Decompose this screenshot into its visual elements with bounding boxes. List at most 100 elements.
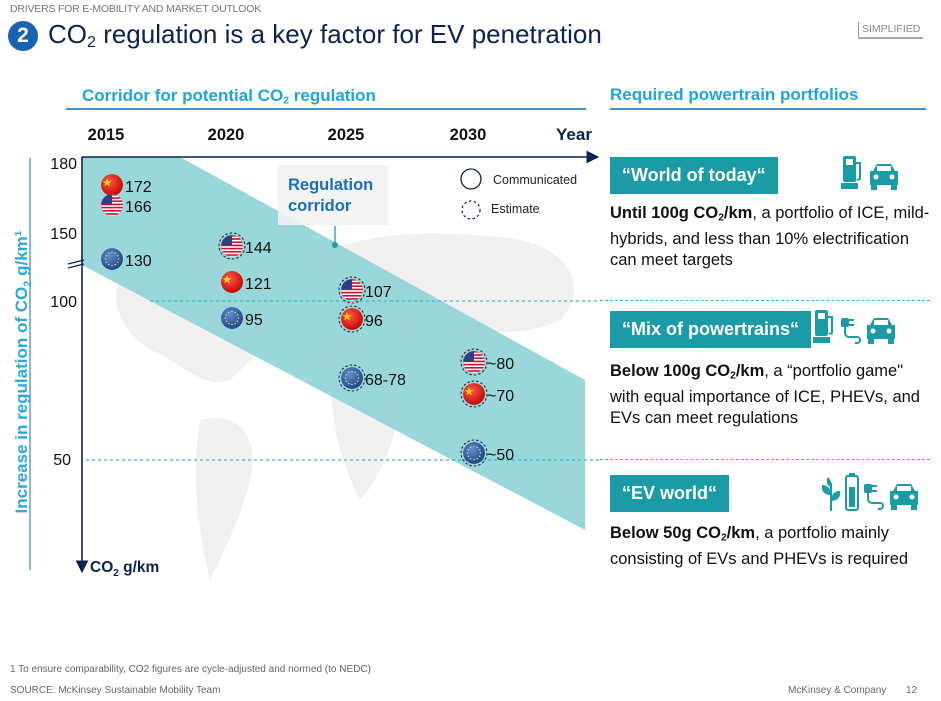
data-label: ~50 [487,447,514,464]
data-label: 96 [365,313,383,330]
page-number: 12 [906,685,918,696]
car-icon [867,161,901,196]
corridor-label: Regulation corridor [288,176,373,215]
data-label: 121 [245,276,272,293]
y-tick-label: 50 [53,452,71,469]
eu-flag-icon [341,367,363,389]
data-label: 107 [365,284,392,301]
y-tick-label: 150 [50,226,77,243]
threshold-subscript: 2 [718,212,724,224]
portfolio-icons [840,155,901,196]
legend-estimate-icon [461,200,481,220]
company-name: McKinsey & Company [788,685,887,696]
heading-part: Corridor for potential CO [82,86,284,105]
portfolio-title-2: “Mix of powertrains“ [610,311,812,348]
fuel-pump-icon [812,309,836,350]
threshold-part: Below 100g CO [610,362,731,380]
eu-flag-icon [463,442,485,464]
threshold: Below 100g CO2/km [610,362,765,382]
estimate-marker [218,232,246,260]
legend-estimate-label: Estimate [491,202,540,216]
data-label: ~80 [487,356,514,373]
x-axis-label: Year [556,125,592,144]
right-heading: Required powertrain portfolios [610,85,859,104]
threshold: Until 100g CO2/km [610,204,753,224]
data-label: ~70 [487,388,514,405]
right-divider-100 [600,300,930,301]
car-icon [864,315,898,350]
y-tick-label: 100 [50,294,77,311]
description-text: , a portfolio mainly consisting of EVs a… [610,524,909,569]
battery-icon [845,473,859,516]
x-tick-label: 2015 [88,126,125,144]
portfolio-title-1: “World of today“ [610,157,778,194]
y-axis-break [67,259,85,269]
portfolio-description-2: Below 100g CO2/km, a “portfolio game" wi… [610,361,935,428]
title-part: CO [48,19,87,49]
data-label: 166 [125,199,152,216]
data-point-usa: 144 [218,232,272,260]
portfolio-icons [820,473,921,516]
data-label: 68-78 [365,372,406,389]
threshold-subscript: 2 [720,532,727,544]
threshold-part: /km [726,524,756,542]
portfolio-title-3: “EV world“ [610,475,730,512]
plug-icon [839,315,861,350]
china-flag-icon [341,308,363,330]
data-point-eu: ~50 [460,439,514,467]
usa-flag-icon [463,351,485,373]
chart-heading: Corridor for potential CO2 regulation [82,86,376,107]
portfolio-description-3: Below 50g CO2/km, a portfolio mainly con… [610,523,935,570]
description-text: , a portfolio of ICE, mild-hybrids, and … [610,204,930,269]
corridor-label-pointer-dot [332,242,338,248]
title-subscript: 2 [87,33,96,52]
data-point-china: 96 [338,305,383,333]
x-tick-label: 2025 [328,126,365,144]
simplified-badge: SIMPLIFIED [858,22,924,39]
slide-number-badge: 2 [8,21,38,51]
portfolio-description-1: Until 100g CO2/km, a portfolio of ICE, m… [610,203,935,270]
regulation-corridor-band [82,157,585,530]
threshold-subscript: 2 [730,370,736,382]
eu-flag-icon [101,248,123,270]
data-point-eu: 95 [221,307,263,329]
portfolio-icons [812,309,898,350]
usa-flag-icon [101,194,123,216]
data-point-eu: 130 [101,248,152,270]
source-note: SOURCE: McKinsey Sustainable Mobility Te… [10,685,221,696]
right-divider-50 [600,459,930,460]
y-unit-label: CO2 g/km [90,559,159,579]
threshold-part: /km [723,204,753,222]
footnote: 1 To ensure comparability, CO2 figures a… [10,664,371,675]
section-kicker: DRIVERS FOR E-MOBILITY AND MARKET OUTLOO… [10,3,262,15]
page-title: CO2 regulation is a key factor for EV pe… [48,19,602,52]
data-label: 95 [245,312,263,329]
data-point-eu: 68-78 [338,364,406,392]
y-axis-label: Increase in regulation of CO2 g/km¹ [12,230,34,513]
x-tick-label: 2020 [208,126,245,144]
description-text: , a “portfolio game" with equal importan… [610,362,920,427]
estimate-marker [338,364,366,392]
estimate-marker [338,276,366,304]
x-tick-label: 2030 [450,126,487,144]
threshold-part: /km [735,362,765,380]
china-flag-icon [463,383,485,405]
china-flag-icon [221,271,243,293]
estimate-marker [460,348,488,376]
data-point-usa: ~80 [460,348,514,376]
chart-heading-rule [66,108,586,110]
car-icon [887,481,921,516]
title-part: regulation is a key factor for EV penetr… [95,19,602,49]
data-point-china: 172 [101,174,152,196]
heading-part: regulation [289,86,376,105]
right-heading-rule [610,108,926,110]
usa-flag-icon [221,235,243,257]
threshold-part: Below 50g CO [610,524,721,542]
data-label: 172 [125,179,152,196]
data-label: 144 [245,240,272,257]
data-point-china: ~70 [460,380,514,408]
plug-icon [862,481,884,516]
china-flag-icon [101,174,123,196]
threshold: Below 50g CO2/km [610,524,756,544]
corridor-label-box [278,165,388,225]
